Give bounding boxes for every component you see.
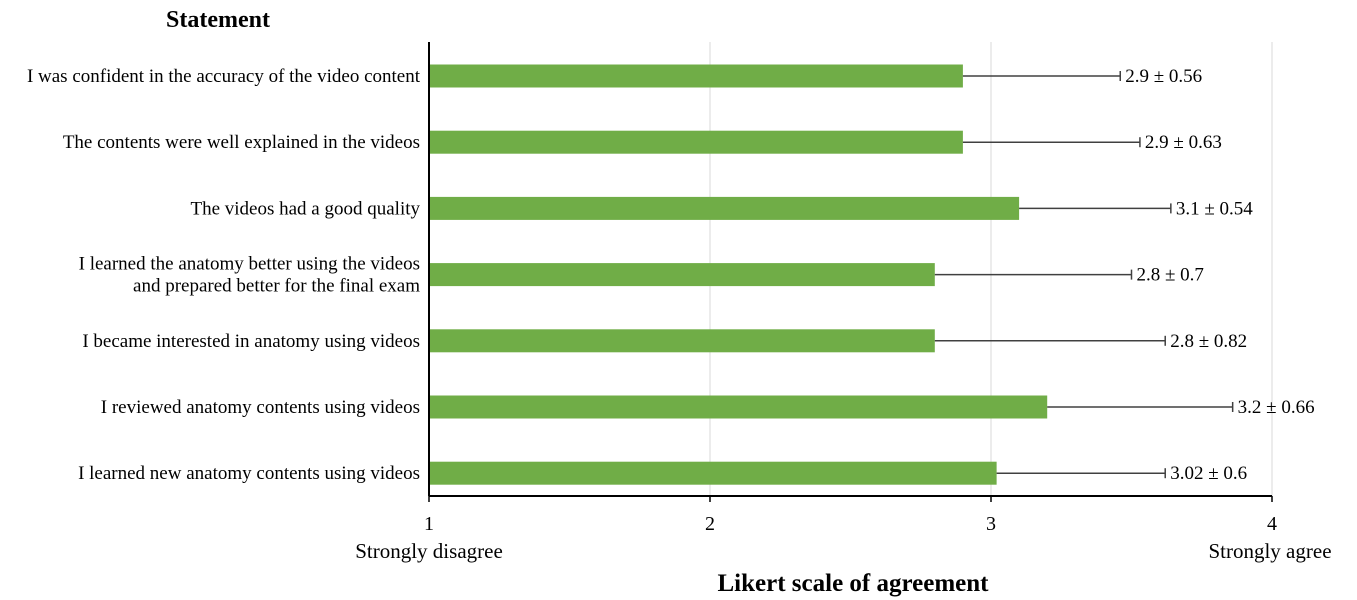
bar (429, 130, 963, 154)
x-tick-label: 2 (705, 513, 715, 535)
value-label: 2.9 ± 0.63 (1145, 132, 1222, 153)
category-label: I learned the anatomy better using the v… (79, 254, 421, 297)
bar (429, 263, 935, 287)
value-labels: 2.9 ± 0.56 2.9 ± 0.63 3.1 ± 0.54 2.8 ± 0.7 2… (1125, 66, 1314, 484)
category-label: The videos had a good quality (190, 198, 420, 219)
bar (429, 461, 997, 485)
x-tick-label: 1 (424, 513, 434, 535)
chart-title: Statement (166, 7, 270, 33)
category-label-line: I became interested in anatomy using vid… (82, 331, 420, 352)
value-label: 2.9 ± 0.56 (1125, 66, 1202, 87)
value-label: 3.02 ± 0.6 (1170, 463, 1247, 484)
x-tick-label: 3 (986, 513, 996, 535)
category-label: The contents were well explained in the … (63, 132, 420, 153)
bars (429, 64, 1048, 485)
x-anchor-label-right: Strongly agree (1208, 539, 1331, 563)
category-label-line: The contents were well explained in the … (63, 132, 420, 153)
bar (429, 196, 1020, 220)
category-label-line: I was confident in the accuracy of the v… (27, 66, 421, 87)
axes (428, 42, 1273, 502)
category-label: I learned new anatomy contents using vid… (78, 463, 420, 484)
x-axis-title: Likert scale of agreement (718, 570, 990, 597)
category-labels: I was confident in the accuracy of the v… (27, 66, 421, 484)
category-label: I became interested in anatomy using vid… (82, 331, 420, 352)
value-label: 2.8 ± 0.82 (1170, 331, 1247, 352)
x-anchor-label-left: Strongly disagree (355, 539, 503, 563)
error-bars (934, 71, 1234, 479)
category-label: I was confident in the accuracy of the v… (27, 66, 421, 87)
x-tick-label: 4 (1267, 513, 1277, 535)
category-label: I reviewed anatomy contents using videos (101, 397, 420, 418)
value-label: 3.2 ± 0.66 (1238, 397, 1315, 418)
x-tick-labels: 1 2 3 4 (424, 513, 1277, 535)
bar (429, 395, 1048, 419)
value-label: 3.1 ± 0.54 (1176, 198, 1253, 219)
category-label-line: I reviewed anatomy contents using videos (101, 397, 420, 418)
value-label: 2.8 ± 0.7 (1137, 265, 1204, 286)
category-label-line: and prepared better for the final exam (133, 276, 420, 297)
category-label-line: I learned new anatomy contents using vid… (78, 463, 420, 484)
bar (429, 64, 963, 88)
bar (429, 329, 935, 353)
category-label-line: I learned the anatomy better using the v… (79, 254, 420, 275)
category-label-line: The videos had a good quality (190, 198, 420, 219)
